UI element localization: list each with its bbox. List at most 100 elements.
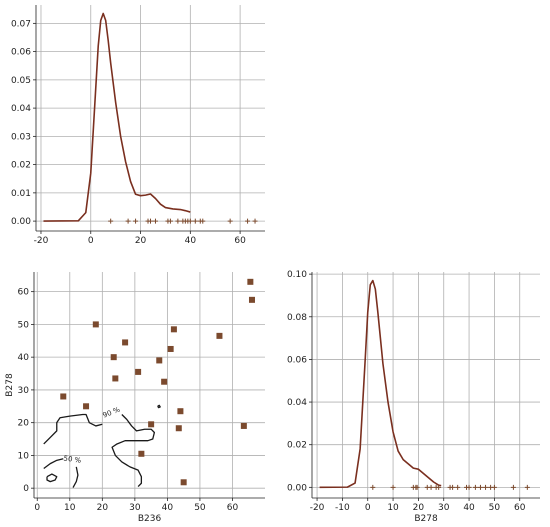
x-tick-label: 20 (413, 503, 425, 513)
contour-label-50: 50 % (63, 454, 82, 464)
scatter-point (135, 368, 142, 375)
scatter-point (180, 479, 187, 486)
x-tick-label: 60 (514, 503, 526, 513)
x-axis-label: B236 (138, 514, 162, 524)
y-tick-label: 0 (23, 484, 29, 494)
y-tick-label: 0.06 (11, 48, 31, 58)
density-curve (319, 279, 442, 489)
y-tick-label: 0.04 (11, 104, 31, 114)
y-tick-label: 0.01 (11, 189, 31, 199)
y-tick-label: 30 (18, 386, 30, 396)
x-tick-label: 60 (227, 503, 239, 513)
rug-mark (483, 484, 489, 490)
rug-mark (390, 484, 396, 490)
y-tick-label: 0.08 (287, 313, 307, 323)
y-tick-label: 0.05 (11, 76, 31, 86)
y-tick-label: 0.04 (287, 398, 307, 408)
scatter-point (177, 408, 184, 415)
scatter-point (138, 450, 145, 457)
rug-mark (491, 484, 497, 490)
rug-mark (472, 484, 478, 490)
x-tick-label: 0 (88, 236, 94, 246)
x-tick-label: 30 (129, 503, 141, 513)
density-contour-line (46, 473, 58, 483)
y-tick-label: 0.03 (11, 132, 31, 142)
x-tick-label: -20 (34, 236, 49, 246)
rug-mark (245, 218, 251, 224)
scatter-point (175, 425, 182, 432)
y-tick-label: 0.06 (287, 355, 307, 365)
rug-mark (192, 218, 198, 224)
density-contour-line (72, 466, 79, 488)
x-tick-label: -10 (335, 503, 350, 513)
rug-mark (187, 218, 193, 224)
rug-mark (436, 484, 442, 490)
scatter-point (216, 332, 223, 339)
density-contour-line (157, 404, 161, 409)
y-tick-label: 0.10 (287, 270, 307, 280)
rug-mark (133, 218, 139, 224)
rug-mark (477, 484, 483, 490)
rug-mark (510, 484, 516, 490)
x-tick-label: 40 (185, 236, 197, 246)
rug-mark (227, 218, 233, 224)
rug-mark (524, 484, 530, 490)
rug-mark (200, 218, 206, 224)
y-tick-label: 20 (18, 419, 30, 429)
x-tick-label: 20 (135, 236, 147, 246)
y-tick-label: 0.07 (11, 19, 31, 29)
kde-b278-panel: -20 -10 0 10 20 30 40 50 60 0.00 0.02 0.04 0.06 0.08 0… (287, 270, 540, 524)
x-tick-label: 30 (438, 503, 450, 513)
scatter-point (170, 326, 177, 333)
x-tick-label: 20 (97, 503, 109, 513)
x-tick-label: 40 (463, 503, 475, 513)
scatter-point (92, 321, 99, 328)
x-tick-label: 10 (64, 503, 76, 513)
x-axis-label: B278 (414, 514, 438, 524)
scatter-point (167, 345, 174, 352)
x-tick-label: 40 (162, 503, 174, 513)
scatter-point (248, 296, 255, 303)
x-tick-label: 60 (234, 236, 246, 246)
y-tick-label: 40 (18, 353, 30, 363)
rug-mark (370, 484, 376, 490)
kde-b236-panel: -20 0 20 40 60 0.00 0.01 0.02 0.03 0.04 0.05 0.06 0.… (11, 5, 265, 246)
rug-mark (466, 484, 472, 490)
x-tick-label: -20 (310, 503, 325, 513)
y-tick-label: 0.00 (287, 483, 307, 493)
rug-mark (167, 218, 173, 224)
y-tick-label: 0.00 (11, 217, 31, 227)
y-tick-label: 0.02 (11, 161, 31, 171)
y-tick-label: 0.02 (287, 441, 307, 451)
x-tick-label: 0 (365, 503, 371, 513)
scatter-point (148, 421, 155, 428)
x-tick-label: 10 (387, 503, 399, 513)
rug-mark (125, 218, 131, 224)
density-contour-line (43, 458, 64, 470)
scatter-point (110, 354, 117, 361)
x-tick-label: 50 (489, 503, 501, 513)
density-contour-line (111, 414, 156, 487)
rug-mark (450, 484, 456, 490)
scatter-point (60, 393, 67, 400)
scatter-point (247, 278, 254, 285)
scatter-point (83, 403, 90, 410)
y-tick-label: 60 (18, 288, 30, 298)
rug-mark (428, 484, 434, 490)
rug-mark (108, 218, 114, 224)
scatter-point (240, 422, 247, 429)
scatter-point (122, 339, 129, 346)
x-tick-label: 0 (34, 503, 40, 513)
rug-mark (252, 218, 258, 224)
density-curve (43, 12, 191, 222)
rug-mark (414, 484, 420, 490)
rug-mark (152, 218, 158, 224)
y-axis-label: B278 (5, 373, 15, 397)
scatter-point (112, 375, 119, 382)
scatter-point (156, 357, 163, 364)
contour-label-90: 90 % (102, 405, 122, 419)
density-contour-line (43, 413, 103, 445)
rug-mark (148, 218, 153, 224)
y-tick-label: 10 (18, 451, 30, 461)
